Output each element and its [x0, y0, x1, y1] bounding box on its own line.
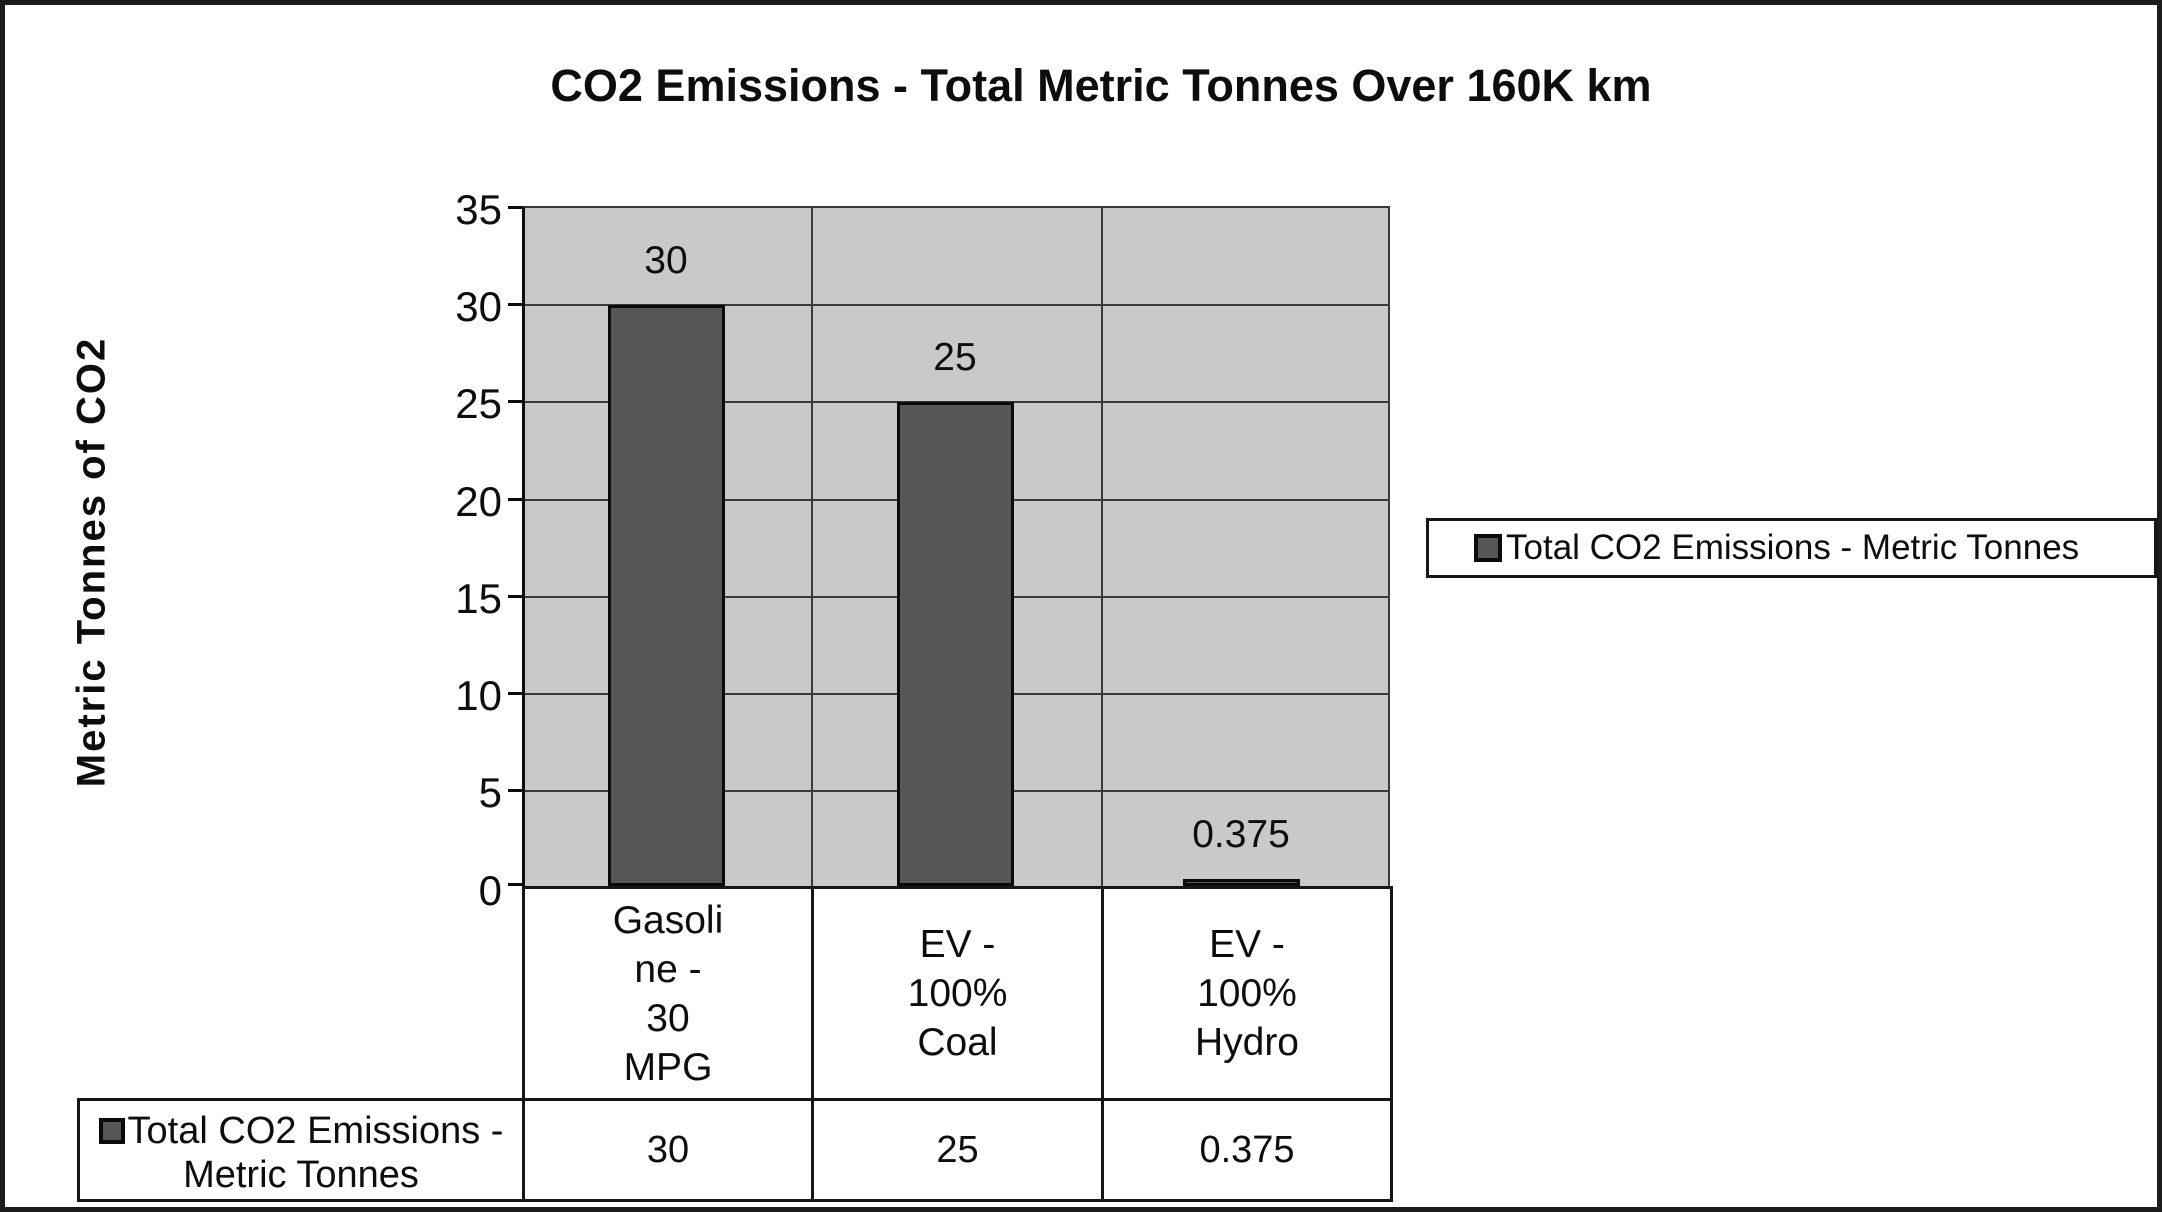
- y-tick-mark: [508, 206, 522, 209]
- table-value-cell: 25: [811, 1098, 1104, 1202]
- y-tick-label: 10: [455, 672, 502, 719]
- bar-value-label: 25: [933, 335, 977, 379]
- v-gridline: [811, 208, 813, 886]
- y-tick-label: 30: [455, 283, 502, 330]
- h-gridline: [525, 304, 1388, 306]
- legend: Total CO2 Emissions - Metric Tonnes: [1426, 518, 2157, 578]
- series-key-icon: [98, 1118, 125, 1144]
- y-tick-label: 25: [455, 380, 502, 427]
- y-axis-title: Metric Tonnes of CO2: [69, 336, 114, 788]
- legend-marker-icon: [1474, 534, 1502, 562]
- y-tick-mark: [508, 883, 522, 886]
- table-value-cell: 30: [522, 1098, 814, 1202]
- bar-gasoline-30mpg: [608, 304, 725, 886]
- v-gridline: [1101, 208, 1103, 886]
- category-cell-ev-coal: EV - 100% Coal: [811, 886, 1104, 1101]
- category-cell-ev-hydro: EV - 100% Hydro: [1101, 886, 1393, 1101]
- category-cell-gasoline: Gasoli ne - 30 MPG: [522, 886, 814, 1101]
- table-row-header-label: Total CO2 Emissions - Metric Tonnes: [127, 1110, 504, 1196]
- chart-title: CO2 Emissions - Total Metric Tonnes Over…: [550, 60, 1652, 111]
- y-tick-mark: [508, 692, 522, 695]
- plot-area: 30 25 0.375: [508, 206, 1390, 889]
- bar-ev-100-hydro: [1183, 878, 1300, 886]
- y-tick-label: 0: [478, 867, 502, 914]
- y-tick-label: 20: [455, 478, 502, 525]
- y-tick-mark: [508, 595, 522, 598]
- y-tick-mark: [508, 400, 522, 403]
- bar-value-label: 30: [644, 238, 688, 282]
- y-tick-label: 35: [455, 186, 502, 233]
- table-value-cell: 0.375: [1101, 1098, 1393, 1202]
- table-row-header: Total CO2 Emissions - Metric Tonnes: [77, 1098, 525, 1202]
- y-tick-mark: [508, 498, 522, 501]
- y-tick-mark: [508, 789, 522, 792]
- bar-ev-100-coal: [897, 401, 1014, 886]
- y-tick-label: 5: [478, 769, 502, 816]
- bar-value-label: 0.375: [1192, 812, 1290, 856]
- legend-label: Total CO2 Emissions - Metric Tonnes: [1506, 528, 2080, 567]
- y-tick-label: 15: [455, 575, 502, 622]
- y-tick-mark: [508, 303, 522, 306]
